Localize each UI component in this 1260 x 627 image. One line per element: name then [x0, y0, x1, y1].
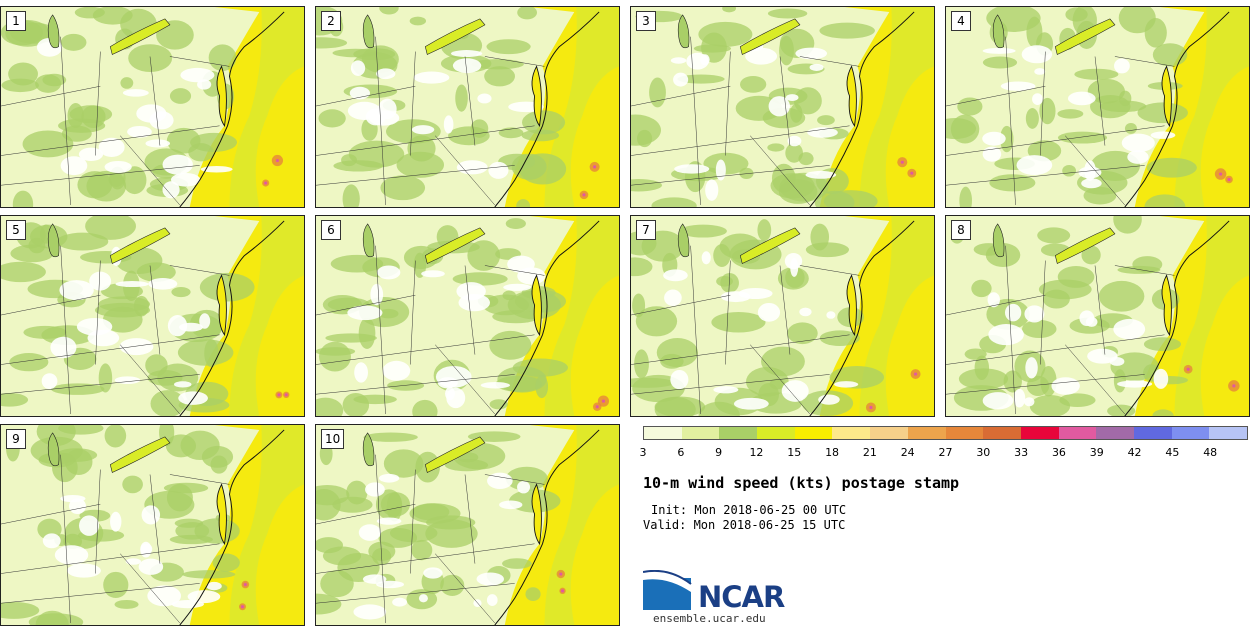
- colorbar-segment: [719, 427, 758, 439]
- member-number-label: 4: [951, 11, 971, 31]
- colorbar-tick: 27: [938, 446, 953, 459]
- colorbar-tick: 9: [715, 446, 723, 459]
- member-number-label: 9: [6, 429, 26, 449]
- member-number-label: 1: [6, 11, 26, 31]
- colorbar-tick: 21: [862, 446, 877, 459]
- member-number-label: 3: [636, 11, 656, 31]
- ensemble-member-panel: 7: [630, 215, 935, 417]
- wind-map-icon: [1, 425, 304, 625]
- colorbar-segment: [983, 427, 1021, 439]
- colorbar-tick: 42: [1127, 446, 1142, 459]
- colorbar-tick: 18: [825, 446, 840, 459]
- wind-map-icon: [1, 7, 304, 207]
- colorbar-tick: 15: [787, 446, 802, 459]
- member-number-label: 5: [6, 220, 26, 240]
- ensemble-member-panel: 4: [945, 6, 1250, 208]
- colorbar-segment: [1209, 427, 1247, 439]
- member-number-label: 6: [321, 220, 341, 240]
- wind-map-icon: [316, 7, 619, 207]
- colorbar-tick: 48: [1203, 446, 1218, 459]
- member-number-label: 7: [636, 220, 656, 240]
- chart-title: 10-m wind speed (kts) postage stamp: [643, 474, 960, 492]
- colorbar-segment: [1133, 427, 1172, 439]
- ensemble-member-panel: 1: [0, 6, 305, 208]
- colorbar-tick: 33: [1014, 446, 1029, 459]
- ensemble-member-panel: 6: [315, 215, 620, 417]
- colorbar-segment: [832, 427, 871, 439]
- init-time-label: Init: Mon 2018-06-25 00 UTC: [651, 503, 847, 517]
- colorbar-segment: [945, 427, 984, 439]
- colorbar-tick: 45: [1165, 446, 1180, 459]
- ensemble-member-panel: 9: [0, 424, 305, 626]
- colorbar-segment: [794, 427, 833, 439]
- wind-speed-colorbar: [643, 426, 1248, 440]
- ensemble-member-panel: 3: [630, 6, 935, 208]
- colorbar-segment: [644, 427, 682, 439]
- colorbar-segment: [1096, 427, 1134, 439]
- colorbar-segment: [1058, 427, 1097, 439]
- colorbar-segment: [681, 427, 720, 439]
- colorbar-tick: 30: [976, 446, 991, 459]
- ncar-logo-icon: [643, 570, 692, 610]
- wind-map-icon: [631, 216, 934, 416]
- colorbar-segment: [1171, 427, 1210, 439]
- ensemble-member-panel: 8: [945, 215, 1250, 417]
- colorbar-tick-labels: 3 6 9 12 15 18 21 24 27 30 33 36 39 42 45 48: [639, 446, 1248, 460]
- member-number-label: 8: [951, 220, 971, 240]
- colorbar-segment: [1020, 427, 1059, 439]
- colorbar-segment: [757, 427, 795, 439]
- ensemble-member-panel: 10: [315, 424, 620, 626]
- wind-map-icon: [316, 216, 619, 416]
- member-number-label: 2: [321, 11, 341, 31]
- ensemble-member-panel: 2: [315, 6, 620, 208]
- member-number-label: 10: [321, 429, 345, 449]
- colorbar-tick: 6: [677, 446, 685, 459]
- wind-map-icon: [1, 216, 304, 416]
- site-url-label: ensemble.ucar.edu: [653, 612, 766, 625]
- colorbar-tick: 36: [1051, 446, 1066, 459]
- wind-map-icon: [946, 7, 1249, 207]
- ncar-logo-text: NCAR: [698, 580, 785, 614]
- ensemble-member-panel: 5: [0, 215, 305, 417]
- colorbar-tick: 3: [639, 446, 647, 459]
- wind-map-icon: [946, 216, 1249, 416]
- wind-map-icon: [631, 7, 934, 207]
- colorbar-segment: [870, 427, 908, 439]
- valid-time-label: Valid: Mon 2018-06-25 15 UTC: [643, 518, 846, 532]
- colorbar-tick: 39: [1089, 446, 1104, 459]
- colorbar-tick: 12: [749, 446, 764, 459]
- wind-map-icon: [316, 425, 619, 625]
- colorbar-segment: [907, 427, 946, 439]
- colorbar-tick: 24: [900, 446, 915, 459]
